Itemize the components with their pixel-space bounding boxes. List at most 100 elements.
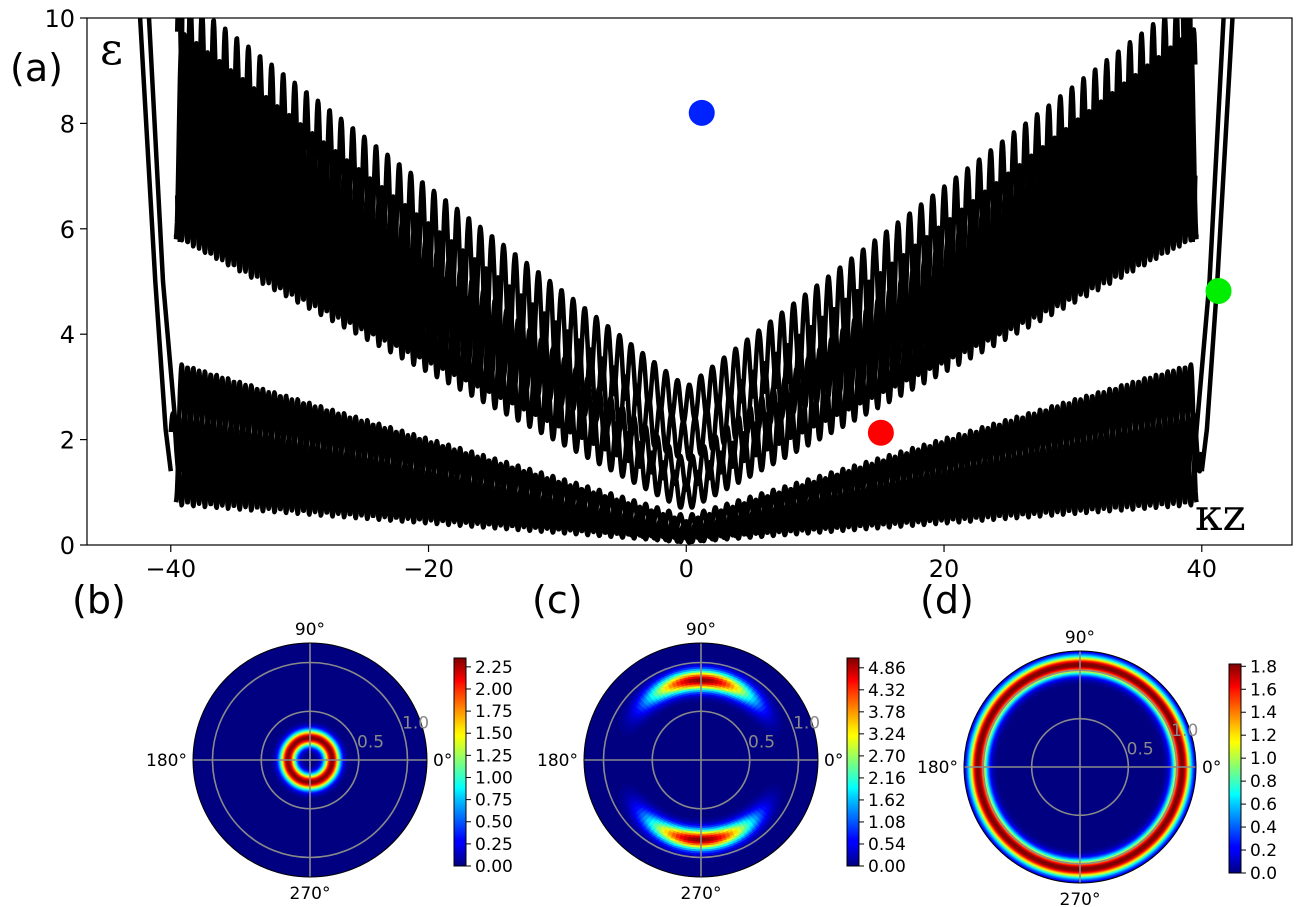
angle-label: 180° (917, 758, 958, 778)
band-edge (1180, 18, 1199, 240)
density-cell (620, 703, 626, 710)
angle-label: 270° (290, 884, 331, 904)
density-cell (669, 661, 676, 666)
radial-tick-label: 1.0 (793, 714, 820, 734)
band-curve (174, 27, 1198, 462)
band-edge (137, 18, 174, 472)
angle-label: 0° (824, 751, 843, 771)
colorbar-tick-label: 0.4 (1250, 818, 1277, 838)
panel-label-a: (a) (10, 46, 63, 90)
band-edge (146, 18, 184, 503)
radial-tick-label: 0.5 (357, 732, 384, 752)
radial-tick-label: 0.5 (1127, 740, 1154, 760)
radial-tick-label: 1.0 (1171, 721, 1198, 741)
colorbar-tick-label: 1.6 (1250, 680, 1277, 700)
x-tick-label: 40 (1187, 555, 1218, 583)
colorbar-tick-label: 2.70 (868, 747, 906, 767)
band-curve (174, 18, 1198, 425)
band-marker-red (867, 419, 894, 446)
y-tick-label: 4 (60, 321, 75, 349)
angle-label: 270° (681, 884, 722, 904)
density-cell (726, 854, 733, 859)
y-tick-label: 8 (60, 110, 75, 138)
colorbar-tick-label: 1.25 (475, 746, 513, 766)
angle-label: 90° (295, 620, 325, 640)
colorbar-tick-label: 0.50 (475, 813, 513, 833)
band-edge (1199, 18, 1235, 472)
density-cell (778, 790, 784, 797)
colorbar-tick-label: 0.00 (475, 857, 513, 877)
colorbar-tick-label: 1.50 (475, 724, 513, 744)
angle-label: 180° (537, 751, 578, 771)
colorbar-gradient (453, 657, 467, 867)
density-cell (776, 810, 782, 817)
angle-label: 90° (1065, 628, 1095, 648)
x-tick-label: 0 (679, 555, 694, 583)
density-cell (618, 723, 624, 730)
density-cell (777, 805, 783, 812)
colorbar-tick-label: 0.25 (475, 835, 513, 855)
colorbar-tick-label: 3.24 (868, 725, 906, 745)
density-cell (690, 858, 697, 862)
x-tick-label: 20 (929, 555, 960, 583)
density-cell (711, 857, 718, 862)
colorbar-tick-label: 1.2 (1250, 726, 1277, 746)
colorbar-tick-label: 1.00 (475, 768, 513, 788)
y-tick-label: 10 (44, 5, 75, 33)
colorbar-c: 0.000.541.081.622.162.703.243.784.324.86 (846, 657, 906, 877)
x-tick-label: −40 (145, 555, 196, 583)
colorbar-tick-label: 1.62 (868, 791, 906, 811)
energy-bands (137, 18, 1235, 545)
colorbar-tick-label: 0.75 (475, 791, 513, 811)
colorbar-tick-label: 1.8 (1250, 657, 1277, 677)
band-marker-lime (1205, 277, 1232, 304)
y-axis-ticks: 0 2 4 6 8 10 (44, 5, 87, 560)
band-markers (688, 99, 1232, 446)
colorbar-tick-label: 0.6 (1250, 795, 1277, 815)
density-cell (616, 717, 622, 724)
panel-a: (a) −40 −20 0 20 40 0 2 4 6 8 10 ε κz (10, 5, 1293, 583)
density-cell (690, 658, 697, 662)
band-curve (178, 365, 1194, 545)
colorbar-tick-label: 1.0 (1250, 749, 1277, 769)
density-cell (711, 658, 718, 663)
band-curve (168, 411, 1205, 545)
colorbar-tick-label: 0.54 (868, 835, 906, 855)
colorbar-tick-label: 1.4 (1250, 703, 1277, 723)
angle-label: 0° (433, 751, 452, 771)
y-tick-label: 0 (60, 532, 75, 560)
polar-frame (583, 642, 819, 878)
panel-label-c: (c) (532, 578, 583, 622)
density-cell (619, 708, 625, 715)
colorbar-tick-label: 2.25 (475, 658, 513, 678)
x-axis-label: κz (1195, 490, 1246, 541)
colorbar-tick-label: 3.78 (868, 703, 906, 723)
angle-label: 0° (1202, 758, 1221, 778)
density-cell (777, 784, 782, 791)
colorbar-tick-label: 0.0 (1250, 864, 1277, 884)
band-edge (1189, 18, 1226, 503)
panel-label-b: (b) (72, 578, 126, 622)
polar-frame (192, 642, 428, 878)
colorbar-tick-label: 2.00 (475, 680, 513, 700)
density-cell (780, 796, 786, 803)
colorbar-tick-label: 2.16 (868, 769, 906, 789)
y-axis-label: ε (100, 24, 123, 75)
colorbar-gradient (1228, 663, 1242, 874)
density-cell (620, 729, 625, 736)
band-marker-blue (688, 99, 715, 126)
angle-label: 270° (1060, 890, 1101, 907)
x-tick-label: −20 (403, 555, 454, 583)
angle-label: 90° (686, 620, 716, 640)
panel-label-d: (d) (920, 578, 974, 622)
colorbar-tick-label: 4.32 (868, 681, 906, 701)
density-cell (705, 658, 712, 662)
band-edge (173, 18, 192, 240)
polar-plot-c: 0.5 1.00° 90° 180° 270° (537, 620, 843, 904)
polar-frame (963, 650, 1197, 884)
colorbar-b: 0.000.250.500.75 1.001.251.501.752.002.25 (453, 657, 513, 877)
polar-plot-b: 0.5 1.00° 90° 180° 270° (146, 620, 452, 904)
colorbar-tick-label: 1.75 (475, 702, 513, 722)
angle-label: 180° (146, 751, 187, 771)
